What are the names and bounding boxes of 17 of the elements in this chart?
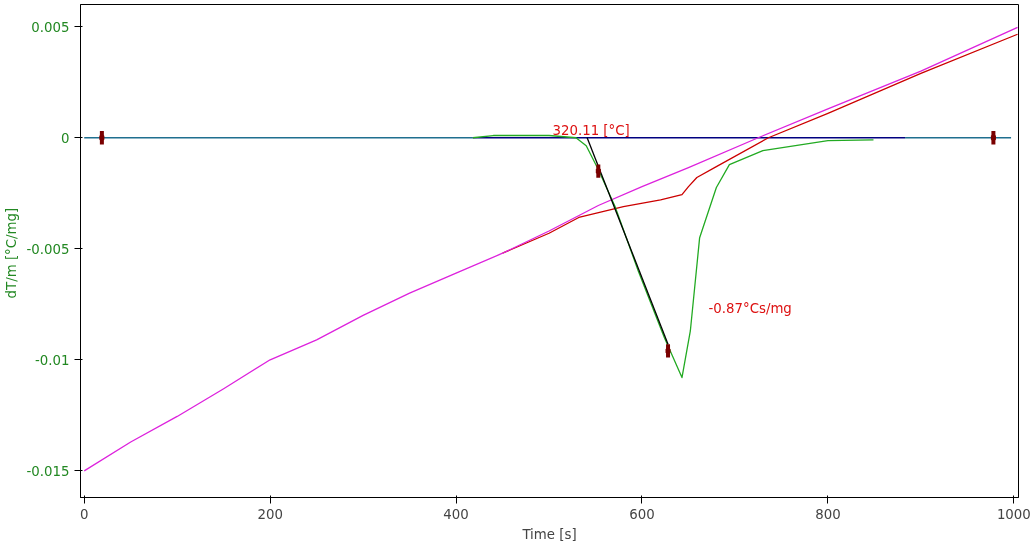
x-tick-label: 800: [815, 506, 841, 522]
x-axis-title: Time [s]: [521, 526, 577, 542]
x-tick-label: 600: [629, 506, 655, 522]
annotation: -0.87°Cs/mg: [708, 300, 792, 316]
y-tick-label: 0.005: [31, 19, 70, 35]
y-axis-title: dT/m [°C/mg]: [3, 207, 19, 299]
x-tick-label: 400: [443, 506, 469, 522]
line-series: [501, 33, 1019, 254]
line-series: [83, 26, 1019, 472]
y-tick-label: -0.005: [26, 241, 70, 257]
x-tick-label: 200: [257, 506, 283, 522]
x-tick-label: 0: [79, 506, 89, 522]
x-tick-label: 1000: [996, 506, 1031, 522]
y-tick-label: -0.015: [26, 463, 70, 479]
y-tick-label: -0.01: [35, 352, 70, 368]
y-tick-label: 0: [61, 130, 70, 146]
annotation: 320.11 [°C]: [552, 122, 630, 138]
